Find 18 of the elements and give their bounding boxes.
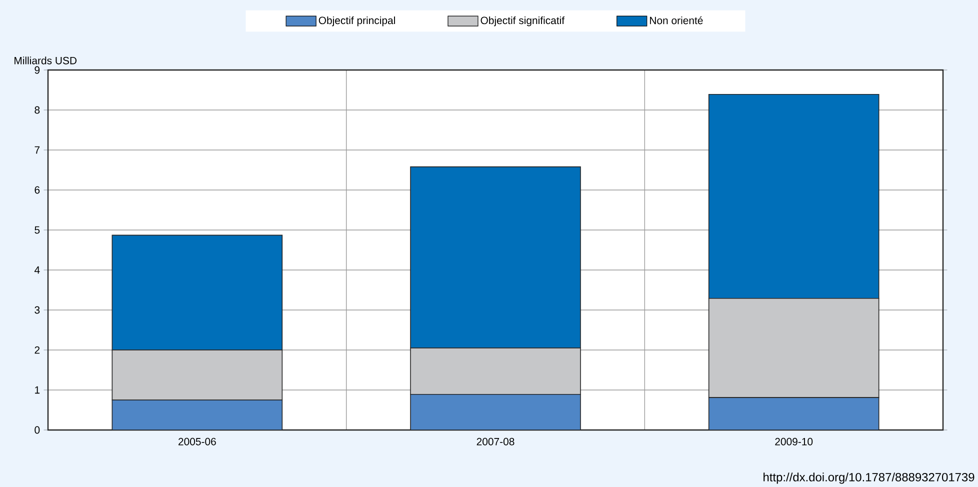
x-tick-label: 2005-06	[178, 438, 216, 446]
legend-label: Objectif principal	[318, 16, 395, 26]
y-tick-label: 4	[34, 266, 40, 274]
legend-label: Non orienté	[650, 16, 703, 24]
y-tick-label: 0	[34, 426, 40, 434]
y-tick-label: 9	[34, 66, 40, 74]
y-tick-label: 7	[34, 146, 40, 154]
y-tick-label: 3	[34, 306, 40, 314]
y-tick-label: 2	[34, 346, 40, 354]
x-tick-label: 2009-10	[775, 438, 813, 446]
y-tick-label: 6	[34, 186, 40, 194]
y-tick-label: 1	[35, 386, 40, 394]
y-axis-title: Milliards USD	[14, 56, 77, 64]
legend-label: Objectif significatif	[480, 16, 565, 26]
text: http://dx.doi.org/10.1787/888932701739	[764, 472, 974, 484]
x-tick-label: 2007-08	[476, 438, 514, 446]
y-tick-label: 8	[34, 106, 40, 114]
y-tick-label: 5	[34, 226, 40, 234]
